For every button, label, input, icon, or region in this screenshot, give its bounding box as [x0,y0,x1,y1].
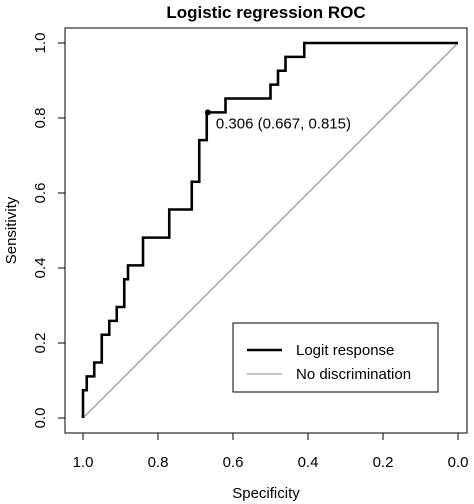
legend-label-logit: Logit response [296,342,394,359]
series-line-no-discrimination [82,42,459,419]
x-tick-label: 0.6 [223,454,244,471]
legend-label-no-discrimination: No discrimination [296,366,411,383]
x-tick-label: 0.0 [448,454,469,471]
x-tick-label: 1.0 [73,454,94,471]
x-tick-label: 0.8 [148,454,169,471]
y-axis-label: Sensitivity [3,196,20,264]
y-tick-label: 0.6 [32,183,49,204]
x-axis-label: Specificity [232,485,300,502]
x-tick-label: 0.4 [298,454,319,471]
y-tick-label: 0.8 [32,108,49,129]
x-tick-label: 0.2 [373,454,394,471]
y-axis: 0.0 0.2 0.4 0.6 0.8 1.0 [32,33,65,429]
x-axis: 1.0 0.8 0.6 0.4 0.2 0.0 [73,433,469,471]
plot-frame [64,27,468,434]
y-tick-label: 1.0 [32,33,49,54]
y-tick-label: 0.2 [32,333,49,354]
y-tick-label: 0.0 [32,408,49,429]
legend-box [232,322,439,393]
annotation-layer: 0.306 (0.667, 0.815) [204,109,351,132]
threshold-label: 0.306 (0.667, 0.815) [216,115,351,132]
y-tick-label: 0.4 [32,258,49,279]
chart-title: Logistic regression ROC [166,3,365,22]
legend: Logit response No discrimination [232,322,439,393]
series-line-logit-response [81,41,458,418]
threshold-point [204,109,211,116]
series-layer [81,41,459,419]
